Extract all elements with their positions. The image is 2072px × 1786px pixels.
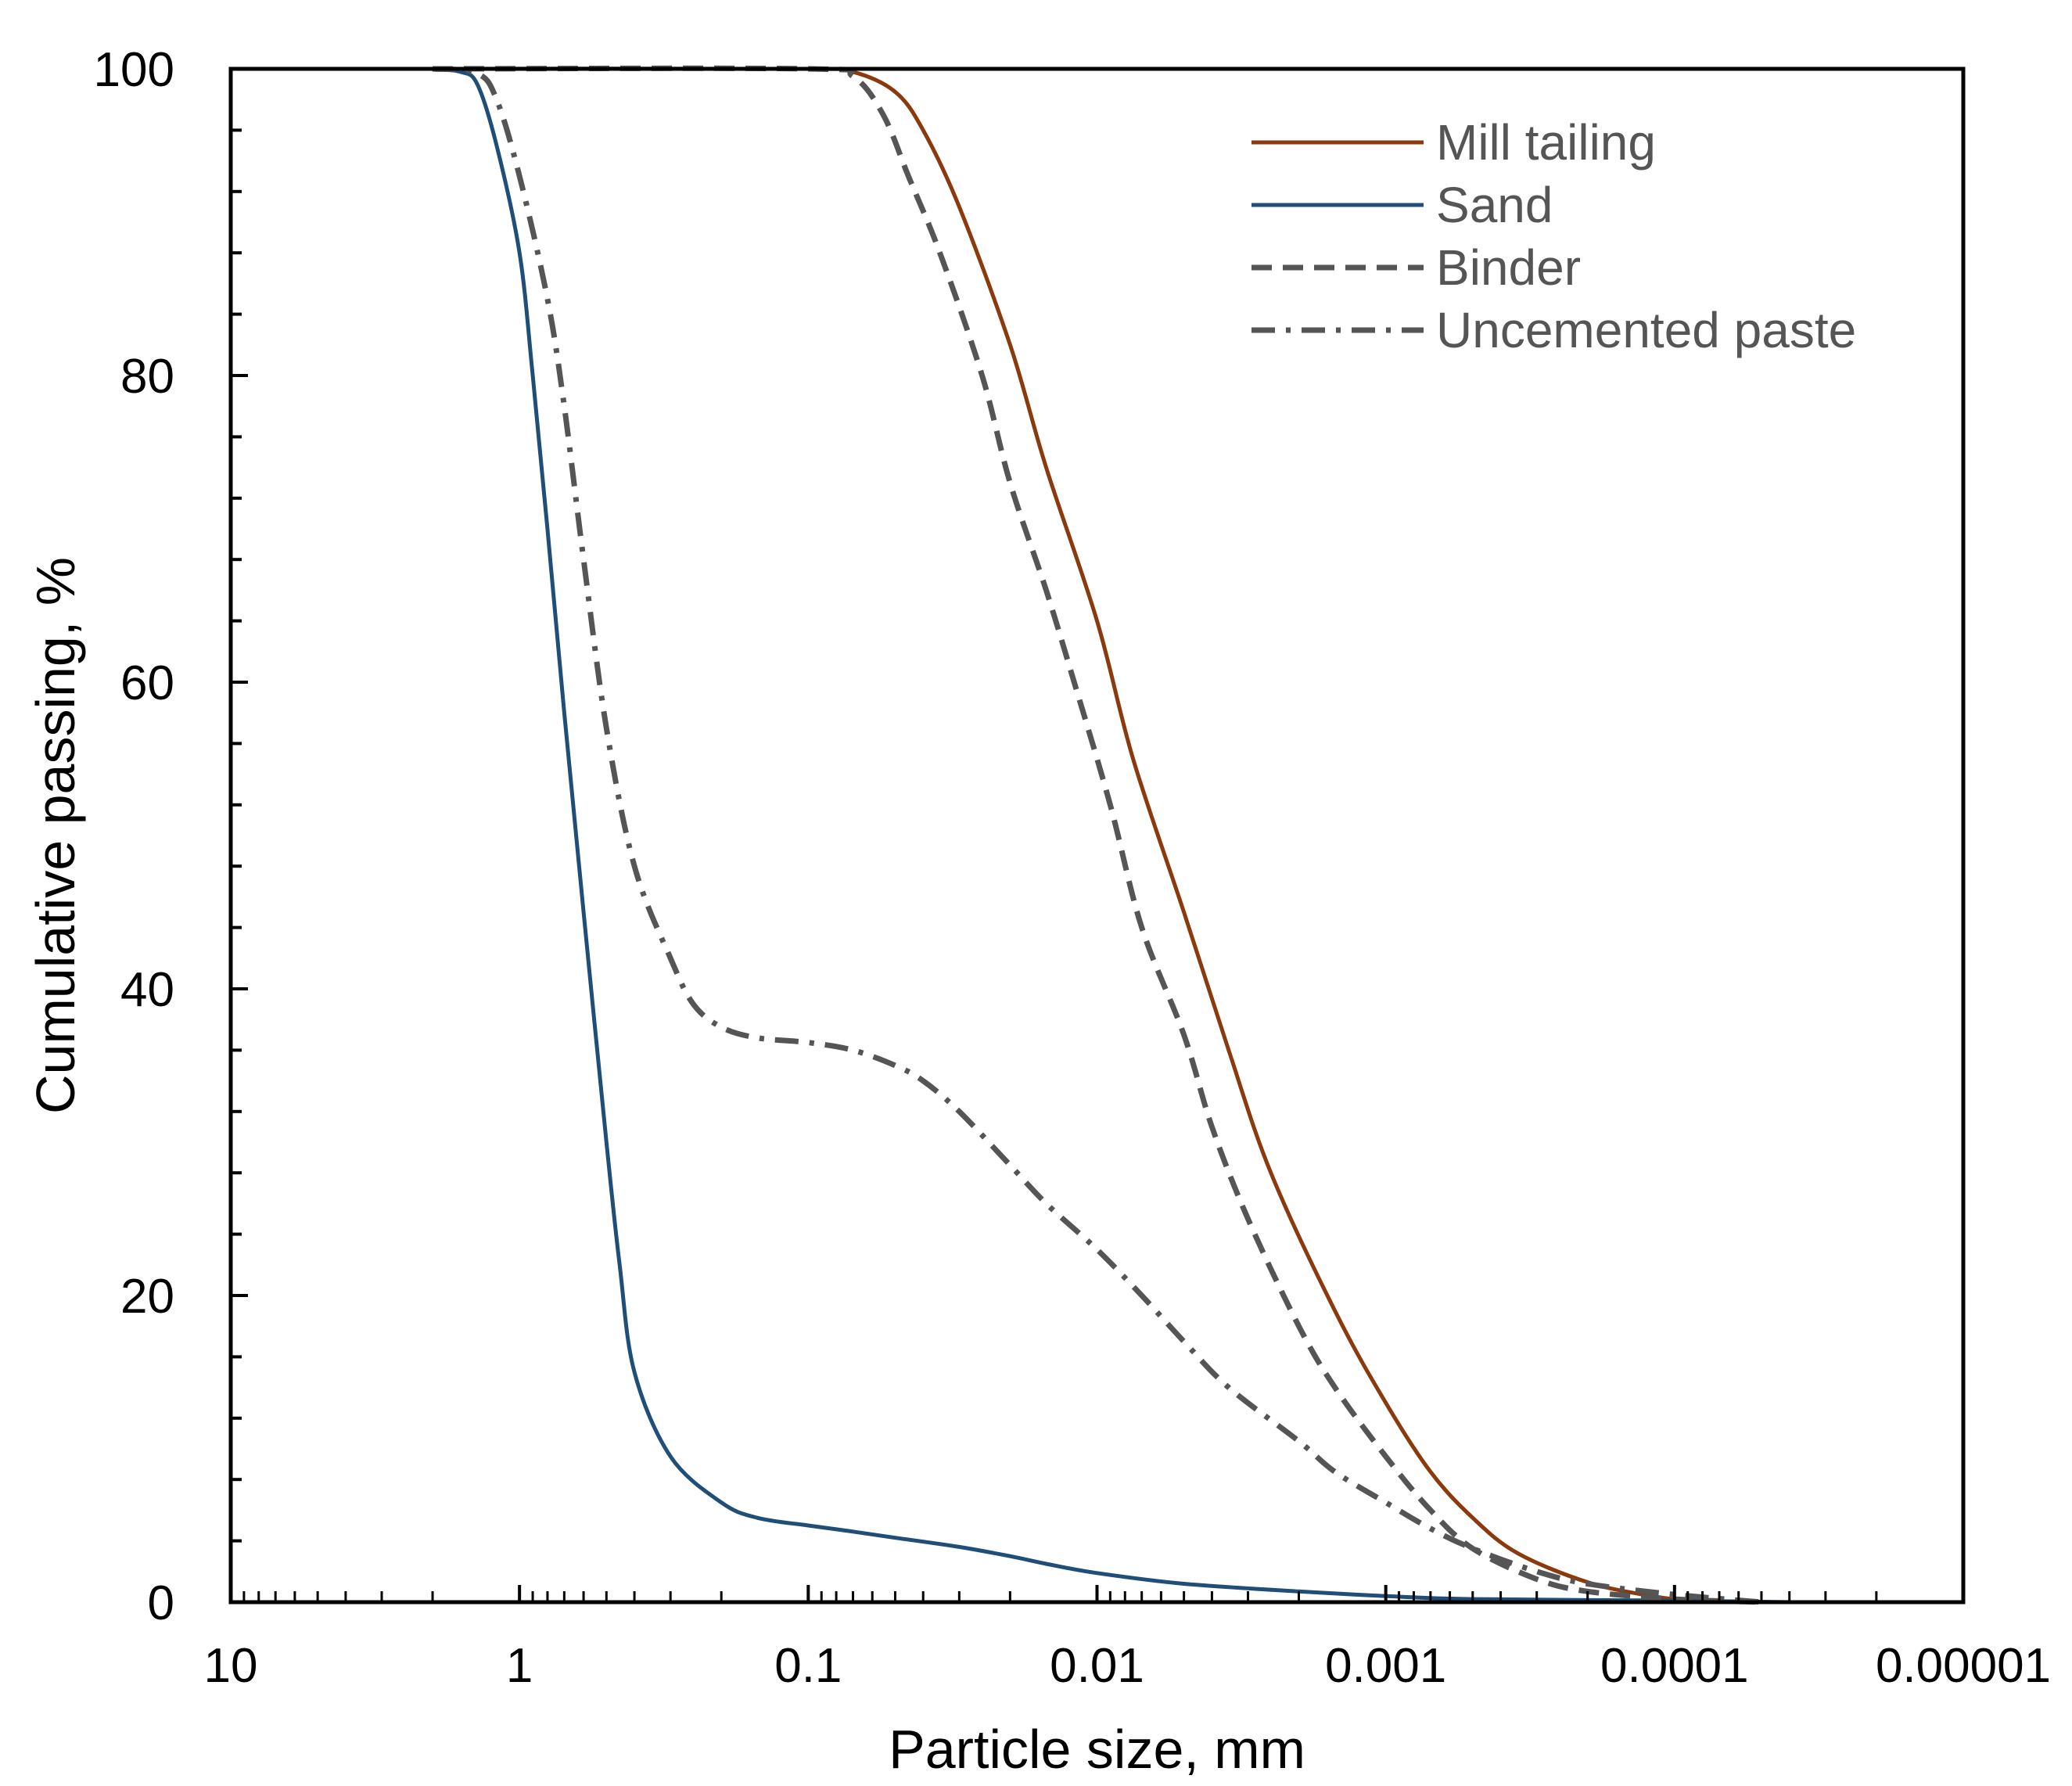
x-tick-label: 0.001 <box>1325 1639 1446 1693</box>
y-tick-label: 100 <box>94 43 174 97</box>
legend-label: Mill tailing <box>1436 114 1656 171</box>
series-line-uncemented-paste <box>432 66 1762 1605</box>
legend-label: Sand <box>1436 177 1553 233</box>
legend-label: Uncemented paste <box>1436 302 1856 358</box>
y-tick-label: 40 <box>120 963 174 1017</box>
x-tick-label: 1 <box>506 1639 533 1693</box>
series-line-binder <box>432 65 1762 1605</box>
legend: Mill tailing Sand Binder Uncemented paste <box>1251 114 1856 358</box>
y-tick-label: 80 <box>120 350 174 404</box>
y-axis-title: Cumulative passing, % <box>25 557 86 1114</box>
y-tick-label: 20 <box>120 1270 174 1324</box>
y-tick-label: 0 <box>148 1576 174 1630</box>
x-tick-label: 0.0001 <box>1600 1639 1749 1693</box>
x-tick-label: 10 <box>204 1639 258 1693</box>
x-tick-label: 0.01 <box>1050 1639 1144 1693</box>
y-tick-label: 60 <box>120 656 174 710</box>
tick-labels: 10 1 0.1 0.01 0.001 0.0001 0.00001 0 20 40 60 80 100 <box>94 43 2052 1693</box>
x-axis-title: Particle size, mm <box>889 1719 1305 1780</box>
x-tick-label: 0.1 <box>774 1639 842 1693</box>
plot-area-frame <box>228 66 1966 1605</box>
x-tick-label: 0.00001 <box>1876 1639 2051 1693</box>
series-line-mill-tailing <box>432 66 1703 1605</box>
legend-label: Binder <box>1436 239 1581 296</box>
